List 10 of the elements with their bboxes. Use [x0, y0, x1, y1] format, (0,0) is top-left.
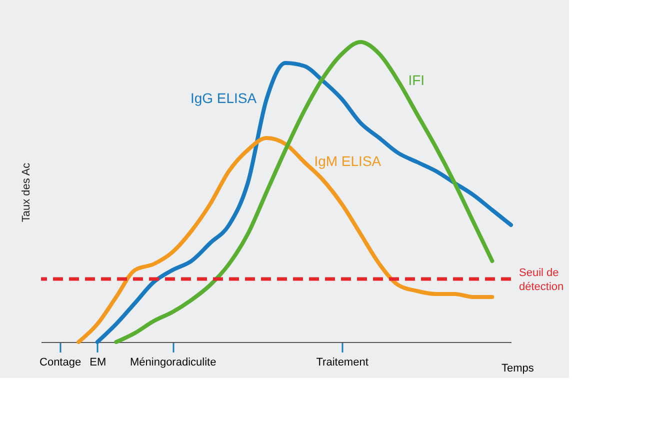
y-axis-title: Taux des Ac: [20, 162, 32, 222]
x-tick-label: Traitement: [316, 356, 368, 368]
x-tick-label: EM: [90, 356, 106, 368]
series-label: IgM ELISA: [314, 153, 382, 169]
x-tick-label: Méningoradiculite: [130, 356, 216, 368]
ref-line-label: Seuil de détection: [519, 267, 564, 293]
x-tick-label: Contage: [40, 356, 82, 368]
x-axis-title: Temps: [502, 362, 534, 374]
series-label: IgG ELISA: [190, 90, 258, 106]
series-label: IFI: [408, 72, 425, 88]
